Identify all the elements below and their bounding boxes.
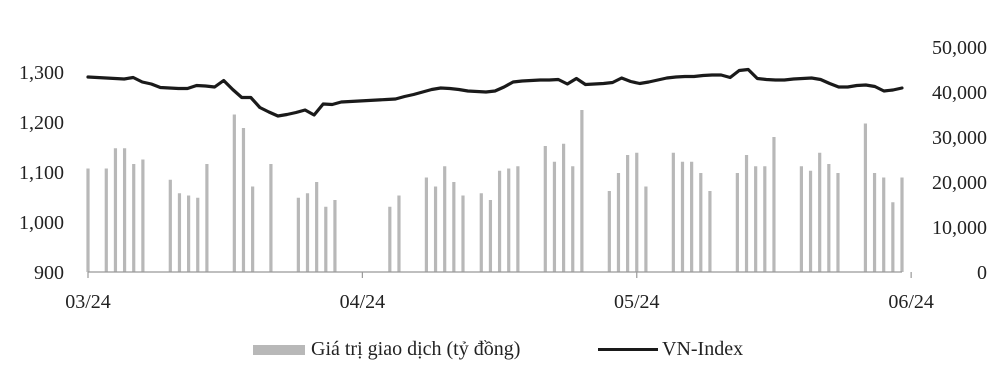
bar bbox=[424, 177, 428, 272]
bar bbox=[168, 179, 172, 272]
bar bbox=[836, 173, 840, 272]
bar bbox=[900, 177, 904, 272]
legend-item-vn-index: VN-Index bbox=[598, 338, 743, 361]
bar bbox=[433, 186, 438, 272]
bar bbox=[251, 186, 255, 272]
bar bbox=[763, 166, 767, 272]
y-right-tick-label: 20,000 bbox=[932, 172, 987, 194]
bar bbox=[708, 191, 712, 272]
bar bbox=[443, 166, 447, 272]
bar bbox=[571, 166, 575, 272]
bar bbox=[744, 155, 749, 272]
bar bbox=[333, 200, 337, 272]
bar bbox=[324, 206, 328, 272]
x-tick-label: 03/24 bbox=[65, 291, 111, 313]
y-axis-left: 900 1,000 1,100 1,200 1,300 bbox=[19, 62, 64, 284]
bar bbox=[497, 170, 502, 272]
y-left-tick-label: 1,100 bbox=[19, 162, 64, 184]
y-left-tick-label: 1,200 bbox=[19, 112, 64, 134]
bar bbox=[891, 202, 895, 272]
bar bbox=[552, 161, 557, 272]
legend: Giá trị giao dịch (tỷ đồng) VN-Index bbox=[0, 338, 997, 364]
bar bbox=[305, 193, 310, 272]
bar bbox=[543, 146, 547, 272]
bar bbox=[735, 173, 739, 272]
bar bbox=[397, 195, 401, 272]
bar bbox=[196, 197, 200, 272]
bar bbox=[671, 152, 675, 272]
y-right-tick-label: 30,000 bbox=[932, 127, 987, 149]
legend-label-vn-index: VN-Index bbox=[662, 338, 744, 360]
bar bbox=[507, 168, 511, 272]
bar bbox=[461, 195, 465, 272]
bar bbox=[872, 173, 877, 272]
vn-index-line bbox=[86, 67, 904, 118]
x-tick-label: 05/24 bbox=[614, 291, 660, 313]
bar bbox=[799, 166, 803, 272]
bar bbox=[388, 206, 392, 272]
bar bbox=[690, 161, 694, 272]
y-right-tick-label: 50,000 bbox=[932, 37, 987, 59]
bar bbox=[699, 173, 703, 272]
bar bbox=[241, 128, 246, 272]
bar bbox=[269, 164, 273, 272]
bar-series-trading-value bbox=[86, 110, 904, 272]
y-left-tick-label: 1,300 bbox=[19, 62, 64, 84]
bar bbox=[488, 200, 493, 272]
bar bbox=[205, 164, 209, 272]
x-axis: 03/24 04/24 05/24 06/24 bbox=[65, 272, 934, 313]
bar bbox=[516, 166, 520, 272]
y-left-tick-label: 1,000 bbox=[19, 212, 64, 234]
bar bbox=[808, 170, 813, 272]
bar bbox=[680, 161, 685, 272]
bar bbox=[882, 177, 886, 272]
bar bbox=[232, 114, 236, 272]
bar bbox=[626, 155, 630, 272]
bar bbox=[580, 110, 584, 272]
bar bbox=[644, 186, 648, 272]
y-right-tick-label: 0 bbox=[977, 262, 987, 284]
bar bbox=[296, 197, 300, 272]
legend-item-trading-value: Giá trị giao dịch (tỷ đồng) bbox=[253, 338, 520, 361]
bar bbox=[607, 191, 611, 272]
bar bbox=[113, 148, 118, 272]
x-tick-label: 06/24 bbox=[888, 291, 934, 313]
bar bbox=[616, 173, 621, 272]
line-series-vn-index bbox=[86, 67, 904, 118]
bar bbox=[122, 148, 127, 272]
bar bbox=[818, 152, 822, 272]
bar bbox=[141, 159, 145, 272]
y-axis-right: 0 10,000 20,000 30,000 40,000 50,000 bbox=[932, 37, 987, 284]
bar bbox=[635, 152, 639, 272]
bar bbox=[452, 182, 456, 272]
legend-swatch-line bbox=[598, 348, 658, 351]
bar bbox=[827, 164, 831, 272]
bar bbox=[479, 193, 483, 272]
bar bbox=[772, 137, 776, 272]
bar bbox=[754, 166, 758, 272]
bar bbox=[315, 182, 319, 272]
legend-label-trading-value: Giá trị giao dịch (tỷ đồng) bbox=[311, 338, 521, 360]
bar bbox=[177, 193, 182, 272]
x-tick-label: 04/24 bbox=[340, 291, 386, 313]
bar bbox=[86, 168, 90, 272]
legend-swatch-bar bbox=[253, 344, 305, 355]
bar bbox=[863, 123, 868, 272]
y-right-tick-label: 40,000 bbox=[932, 82, 987, 104]
bar bbox=[132, 164, 136, 272]
bar bbox=[562, 143, 566, 272]
bar bbox=[104, 168, 108, 272]
y-right-tick-label: 10,000 bbox=[932, 217, 987, 239]
y-left-tick-label: 900 bbox=[34, 262, 64, 284]
bar bbox=[187, 195, 191, 272]
